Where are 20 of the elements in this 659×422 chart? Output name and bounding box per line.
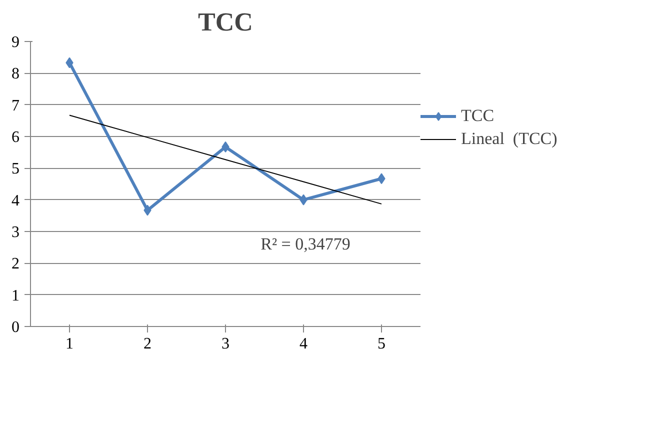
y-tick-label: 0 <box>12 319 20 336</box>
chart-title: TCC <box>198 8 253 36</box>
x-tick-label: 3 <box>222 336 230 352</box>
y-tick-label: 3 <box>12 224 20 241</box>
y-tick-label: 7 <box>12 97 20 114</box>
x-tick-label: 2 <box>144 336 152 352</box>
x-tick-label: 4 <box>300 336 308 352</box>
y-tick-label: 6 <box>12 129 20 146</box>
y-tick-label: 8 <box>12 66 20 83</box>
y-tick-label: 5 <box>12 160 20 178</box>
annotation: R² = 0,34779 <box>260 234 350 254</box>
x-tick-label: 1 <box>66 336 74 352</box>
legend-label: Lineal (TCC) <box>461 129 558 150</box>
line-series <box>69 114 382 204</box>
y-tick-label: 2 <box>12 256 20 273</box>
y-tick-label: 9 <box>12 34 20 51</box>
x-tick-label: 5 <box>378 336 386 352</box>
y-tick-label: 4 <box>12 192 20 210</box>
legend-label: TCC <box>461 106 494 126</box>
y-tick-label: 1 <box>12 287 20 304</box>
